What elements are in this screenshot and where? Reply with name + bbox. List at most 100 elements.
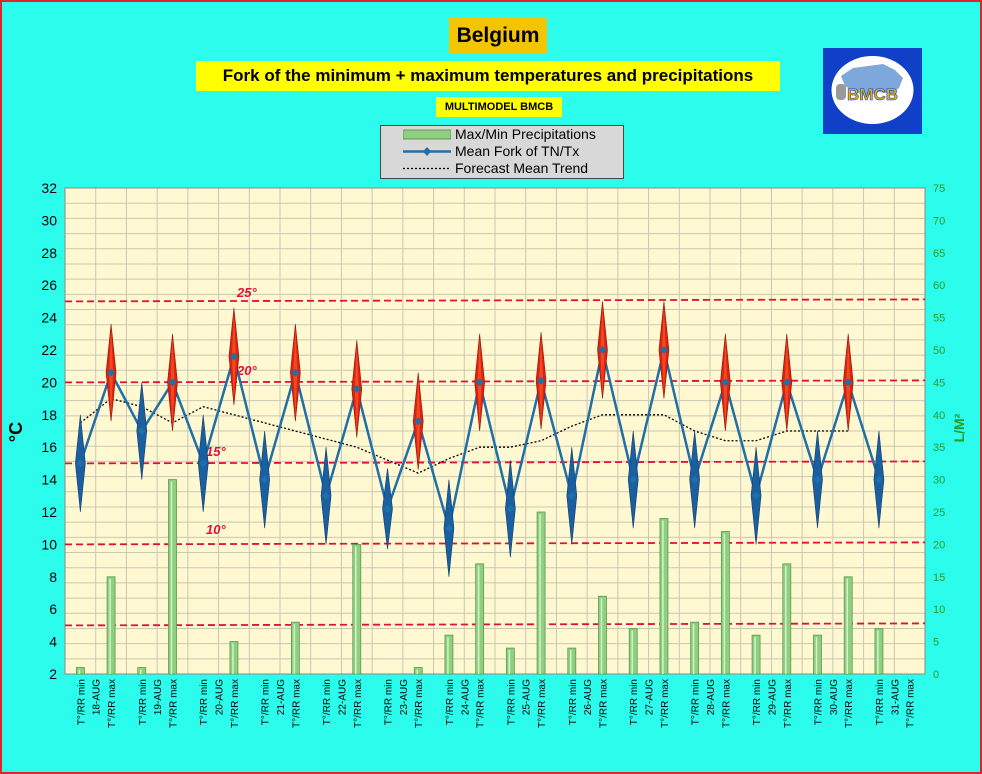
fork-point [260, 475, 269, 484]
x-date-label: 21-AUG [276, 679, 287, 715]
y-tick-right: 20 [933, 539, 945, 551]
x-tick-label: T°/RR max [844, 679, 855, 728]
y-tick-left: 22 [41, 342, 57, 358]
x-date-label: 25-AUG [522, 679, 533, 715]
fork-point [506, 504, 515, 513]
fork-point [752, 491, 761, 500]
dotted-line-swatch-icon [403, 167, 451, 170]
fork-point [352, 384, 361, 393]
x-tick-label: T°/RR max [353, 679, 364, 728]
fork-point [291, 368, 300, 377]
x-tick-label: T°/RR max [537, 679, 548, 728]
precip-bar [475, 563, 485, 675]
fork-point [629, 475, 638, 484]
x-tick-label: T°/RR max [783, 679, 794, 728]
y-tick-right: 15 [933, 572, 945, 584]
gridlines [64, 187, 926, 675]
line-diamond-swatch-icon [403, 147, 451, 156]
fork-point [567, 491, 576, 500]
y-tick-left: 6 [49, 601, 57, 617]
fork-point [690, 475, 699, 484]
reference-label: 15° [206, 444, 226, 459]
y-axis-right-title: L/M² [951, 413, 967, 442]
y-tick-right: 10 [933, 604, 945, 616]
reference-label: 20° [236, 363, 257, 378]
reference-line [64, 298, 926, 303]
y-tick-left: 16 [41, 439, 57, 455]
legend-label: Max/Min Precipitations [455, 126, 596, 142]
x-tick-label: T°/RR min [568, 679, 579, 725]
y-tick-right: 30 [933, 475, 945, 487]
x-axis-labels: T°/RR min T°/RR max T°/RR min T°/RR max T°/R… [76, 679, 916, 728]
precip-bar [659, 518, 669, 675]
fork-point [137, 427, 146, 435]
y-axis-right: 0 5 10 15 20 25 30 35 40 45 50 55 60 65 70 75 [933, 183, 945, 681]
chart-legend: Max/Min Precipitations Mean Fork of TN/T… [380, 125, 624, 179]
x-tick-label: T°/RR min [445, 679, 456, 725]
y-tick-right: 65 [933, 248, 945, 260]
precip-bar [751, 634, 761, 675]
x-tick-label: T°/RR max [291, 679, 302, 728]
legend-item: Max/Min Precipitations [381, 126, 623, 143]
fork-point [659, 346, 668, 354]
precip-bar [168, 479, 177, 675]
precip-bar [628, 628, 638, 675]
x-date-label: 24-AUG [460, 679, 471, 715]
precip-bar [413, 667, 423, 675]
legend-item: Forecast Mean Trend [381, 160, 623, 177]
precip-bar [505, 647, 515, 675]
fork-point [444, 524, 453, 533]
x-tick-label: T°/RR min [629, 679, 640, 725]
y-tick-right: 70 [933, 215, 945, 227]
fork-point [229, 352, 238, 361]
fork-point [874, 475, 883, 484]
x-date-label: 26-AUG [583, 679, 594, 715]
y-tick-right: 75 [933, 183, 945, 195]
x-date-label: 22-AUG [337, 679, 348, 715]
y-tick-left: 8 [49, 569, 57, 585]
fork-point [537, 376, 546, 385]
precip-bar [75, 667, 85, 675]
precip-bar [536, 511, 546, 675]
y-tick-right: 5 [933, 637, 939, 649]
fork-point [844, 378, 853, 387]
precip-bar [352, 544, 362, 675]
precip-bar [567, 647, 577, 675]
fork-point [168, 378, 177, 387]
y-tick-right: 55 [933, 313, 945, 325]
model-label: MULTIMODEL BMCB [436, 97, 562, 117]
y-tick-left: 24 [41, 310, 57, 326]
reference-line [64, 541, 926, 546]
x-tick-label: T°/RR min [875, 679, 886, 725]
y-tick-right: 35 [933, 442, 945, 454]
x-tick-label: T°/RR max [169, 679, 180, 728]
x-date-label: 31-AUG [890, 679, 901, 715]
precip-bar [598, 595, 607, 675]
precip-bar [874, 628, 884, 675]
y-tick-left: 14 [41, 472, 57, 488]
fork-point [76, 459, 85, 468]
x-tick-label: T°/RR min [138, 679, 149, 725]
x-tick-label: T°/RR max [476, 679, 487, 728]
y-tick-left: 32 [41, 180, 57, 196]
fork-point [782, 378, 791, 387]
precip-bar [720, 531, 730, 675]
precip-bar [843, 576, 853, 675]
legend-label: Mean Fork of TN/Tx [455, 143, 580, 159]
x-tick-label: T°/RR max [230, 679, 241, 728]
y-tick-left: 28 [41, 245, 57, 261]
x-tick-label: T°/RR max [599, 679, 610, 728]
y-axis-left-title: °C [6, 422, 26, 442]
y-tick-left: 10 [41, 536, 57, 552]
reference-label: 10° [206, 522, 226, 537]
y-tick-left: 30 [41, 212, 57, 228]
x-tick-label: T°/RR max [107, 679, 118, 728]
x-date-label: 23-AUG [399, 679, 410, 715]
y-tick-right: 40 [933, 410, 945, 422]
bmcb-logo-icon: BMCB [823, 48, 922, 134]
legend-label: Forecast Mean Trend [455, 160, 589, 176]
precip-bar [782, 563, 792, 675]
x-tick-label: T°/RR min [199, 679, 210, 725]
fork-point [721, 378, 730, 387]
